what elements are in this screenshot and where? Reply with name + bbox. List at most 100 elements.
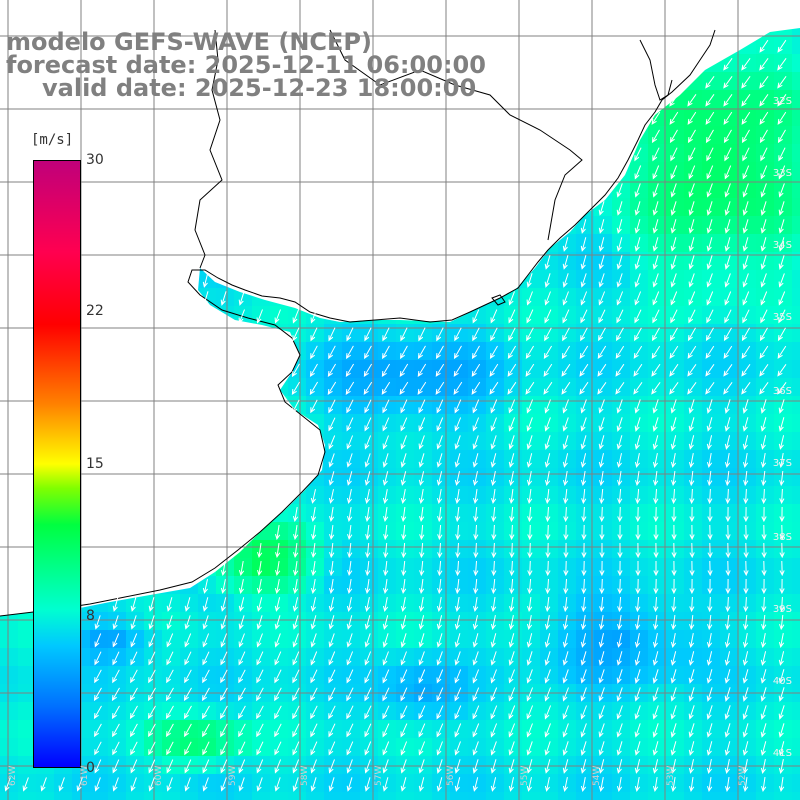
wind-speed-cell <box>738 342 757 361</box>
wind-speed-cell <box>0 720 19 739</box>
wind-arrow <box>274 615 281 630</box>
wind-arrow <box>580 453 587 468</box>
wind-speed-cell <box>792 522 800 541</box>
wind-speed-cell <box>414 468 433 487</box>
wind-arrow <box>563 524 569 541</box>
wind-arrow <box>706 237 713 252</box>
wind-speed-cell <box>774 180 793 199</box>
wind-arrow <box>580 759 587 774</box>
wind-arrow <box>382 669 390 684</box>
wind-arrow <box>526 327 534 342</box>
wind-arrow <box>147 705 156 720</box>
wind-arrow <box>742 723 749 738</box>
wind-speed-cell <box>252 720 271 739</box>
wind-speed-cell <box>720 612 739 631</box>
wind-speed-cell <box>666 504 685 523</box>
wind-speed-cell <box>396 378 415 397</box>
wind-speed-cell <box>630 180 649 199</box>
wind-speed-cell <box>756 270 775 289</box>
wind-arrow <box>742 273 749 288</box>
wind-arrow <box>777 345 787 359</box>
wind-arrow <box>490 759 497 774</box>
wind-speed-cell <box>558 738 577 757</box>
wind-arrow <box>329 525 335 541</box>
wind-arrow <box>220 777 227 792</box>
wind-speed-cell <box>792 450 800 469</box>
wind-arrow <box>778 399 785 414</box>
wind-speed-cell <box>612 558 631 577</box>
wind-speed-cell <box>684 378 703 397</box>
wind-speed-cell <box>558 666 577 685</box>
wind-arrow <box>472 633 479 648</box>
wind-arrow <box>112 597 119 612</box>
wind-speed-cell <box>180 594 199 613</box>
wind-arrow <box>148 615 155 630</box>
wind-speed-cell <box>450 558 469 577</box>
wind-speed-cell <box>414 756 433 775</box>
wind-speed-cell <box>540 360 559 379</box>
wind-speed-cell <box>702 198 721 217</box>
wind-speed-cell <box>720 324 739 343</box>
wind-arrow <box>435 363 445 377</box>
wind-speed-cell <box>162 612 181 631</box>
wind-arrow <box>652 435 659 450</box>
wind-speed-cell <box>432 648 451 667</box>
wind-speed-cell <box>558 522 577 541</box>
wind-arrow <box>635 578 641 595</box>
wind-speed-cell <box>684 774 703 793</box>
wind-speed-cell <box>774 576 793 595</box>
wind-speed-cell <box>396 648 415 667</box>
wind-arrow <box>346 669 354 684</box>
wind-arrow <box>778 291 786 306</box>
wind-speed-cell <box>126 756 145 775</box>
wind-arrow <box>634 273 641 288</box>
wind-speed-cell <box>720 486 739 505</box>
wind-speed-cell <box>630 576 649 595</box>
wind-speed-cell <box>288 630 307 649</box>
wind-arrow <box>724 309 732 324</box>
wind-speed-cell <box>396 558 415 577</box>
wind-speed-cell <box>630 702 649 721</box>
wind-speed-cell <box>792 576 800 595</box>
wind-speed-cell <box>648 558 667 577</box>
wind-arrow <box>508 309 516 324</box>
wind-speed-cell <box>774 450 793 469</box>
wind-speed-cell <box>792 144 800 163</box>
wind-speed-cell <box>540 720 559 739</box>
wind-arrow <box>148 741 156 756</box>
wind-speed-cell <box>324 702 343 721</box>
wind-speed-cell <box>468 630 487 649</box>
wind-arrow <box>651 363 661 377</box>
wind-arrow <box>597 363 607 377</box>
wind-speed-cell <box>684 144 703 163</box>
wind-speed-cell <box>594 486 613 505</box>
wind-speed-cell <box>612 720 631 739</box>
wind-arrow <box>365 542 371 559</box>
wind-arrow <box>580 651 587 666</box>
wind-speed-cell <box>666 414 685 433</box>
wind-arrow <box>310 651 318 666</box>
wind-speed-cell <box>360 666 379 685</box>
wind-arrow <box>688 291 696 306</box>
wind-speed-cell <box>774 324 793 343</box>
wind-speed-cell <box>738 540 757 559</box>
wind-arrow <box>526 291 533 306</box>
wind-arrow <box>310 489 316 504</box>
wind-arrow <box>310 669 318 684</box>
wind-speed-cell <box>540 504 559 523</box>
wind-speed-cell <box>450 360 469 379</box>
wind-speed-cell <box>612 540 631 559</box>
wind-arrow <box>490 309 498 324</box>
wind-speed-cell <box>720 450 739 469</box>
wind-arrow <box>435 345 444 360</box>
wind-arrow <box>687 382 697 395</box>
wind-speed-cell <box>792 342 800 361</box>
wind-speed-cell <box>684 270 703 289</box>
wind-speed-cell <box>108 756 127 775</box>
wind-speed-cell <box>450 756 469 775</box>
wind-arrow <box>652 417 659 432</box>
wind-speed-cell <box>684 738 703 757</box>
wind-arrow <box>706 759 712 775</box>
wind-arrow <box>598 219 605 234</box>
